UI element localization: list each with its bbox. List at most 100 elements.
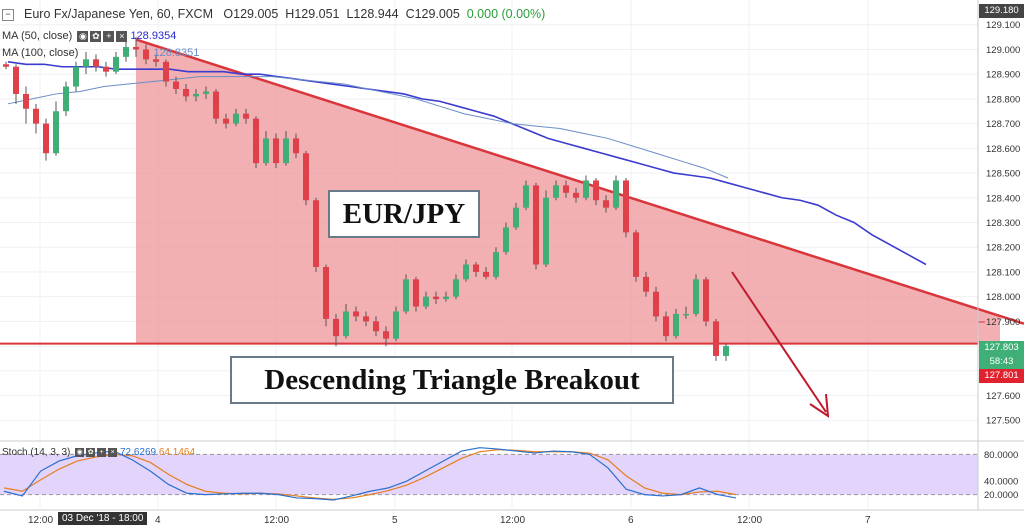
ma50-line	[7, 61, 927, 266]
candle	[463, 259, 469, 282]
time-tick-label: 5	[392, 515, 398, 526]
candle	[343, 304, 349, 339]
candle-body	[693, 279, 699, 314]
breakout-arrow-head	[809, 393, 830, 418]
current-price-label: 127.803	[979, 341, 1024, 355]
candle-body	[593, 180, 599, 201]
candle	[153, 54, 159, 67]
moving-averages	[7, 61, 927, 266]
candle-body	[533, 185, 539, 265]
candle-body	[123, 46, 129, 57]
candle-body	[623, 180, 629, 233]
time-tick-label: 12:00	[28, 515, 53, 526]
candle	[233, 108, 239, 127]
time-tick-label: 12:00	[737, 515, 762, 526]
stoch-band	[0, 454, 978, 495]
candle	[53, 101, 59, 156]
candle-body	[113, 56, 119, 72]
price-tick-label: 128.400	[986, 193, 1020, 204]
candle	[423, 291, 429, 309]
gear-icon[interactable]: ✿	[86, 447, 96, 457]
candle	[413, 276, 419, 312]
candle-body	[173, 81, 179, 89]
candle-body	[503, 227, 509, 253]
candle	[83, 51, 89, 75]
candle	[453, 274, 459, 300]
pair-label-box: EUR/JPY	[328, 190, 480, 238]
candle-body	[33, 108, 39, 124]
time-crosshair-label: 03 Dec '18 - 18:00	[58, 512, 148, 525]
candle	[363, 311, 369, 327]
plus-icon[interactable]: +	[97, 447, 107, 457]
candle	[123, 39, 129, 62]
gear-icon[interactable]: ✿	[90, 30, 102, 42]
price-tick-label: 128.800	[986, 94, 1020, 105]
high-value: H129.051	[285, 7, 340, 21]
open-value: O129.005	[223, 7, 279, 21]
candle-body	[513, 207, 519, 228]
price-tick-label: 129.100	[986, 20, 1020, 31]
candle	[193, 88, 199, 102]
time-axis: 12:00 4 12:00 5 12:00 6 12:00 7	[0, 509, 1024, 526]
candle	[633, 229, 639, 282]
candle-body	[203, 91, 209, 94]
candle-body	[53, 111, 59, 154]
candle-body	[543, 197, 549, 265]
candle-body	[723, 346, 729, 356]
candle-body	[523, 185, 529, 208]
triangle-upper-line	[135, 38, 1024, 325]
stoch-legend: Stoch (14, 3, 3) ◉ ✿ + × 72.6269 64.1464	[2, 447, 195, 458]
plus-icon[interactable]: +	[103, 30, 115, 42]
eye-icon[interactable]: ◉	[77, 30, 89, 42]
candle-body	[663, 316, 669, 337]
time-tick-label: 12:00	[264, 515, 289, 526]
candle-body	[573, 192, 579, 198]
candle	[273, 133, 279, 169]
candle	[383, 326, 389, 347]
candle-body	[233, 113, 239, 124]
candle	[573, 187, 579, 203]
symbol-header: − Euro Fx/Japanese Yen, 60, FXCM O129.005…	[2, 7, 545, 25]
price-tick-label: 128.100	[986, 267, 1020, 278]
price-axis: 129.100 129.000 128.900 128.800 128.700 128.6…	[977, 0, 1020, 510]
close-icon[interactable]: ×	[116, 30, 128, 42]
stoch-tick-label: 80.0000	[984, 450, 1018, 461]
price-tick-label: 128.700	[986, 119, 1020, 130]
candle	[113, 51, 119, 75]
candle-body	[43, 123, 49, 154]
breakout-price-label: 127.801	[979, 369, 1024, 383]
candle-body	[473, 264, 479, 272]
stoch-tick-label: 20.0000	[984, 490, 1018, 501]
candle-body	[683, 313, 689, 316]
top-price-label: 129.180	[979, 4, 1024, 18]
candle	[563, 180, 569, 198]
candle	[483, 266, 489, 280]
candle-body	[143, 49, 149, 60]
candle	[523, 180, 529, 211]
candle-body	[333, 318, 339, 337]
candle-body	[153, 59, 159, 62]
candle	[243, 108, 249, 124]
candle	[3, 61, 9, 70]
candle	[353, 306, 359, 322]
candle	[703, 276, 709, 327]
eye-icon[interactable]: ◉	[75, 447, 85, 457]
candles	[3, 37, 729, 361]
candle	[403, 274, 409, 314]
candle-body	[23, 93, 29, 109]
stoch-label: Stoch (14, 3, 3)	[2, 447, 71, 458]
collapse-icon[interactable]: −	[2, 8, 14, 21]
candle-body	[403, 279, 409, 312]
candle	[333, 313, 339, 347]
candle-body	[63, 86, 69, 112]
candle-body	[13, 66, 19, 94]
candle	[723, 343, 729, 361]
close-icon[interactable]: ×	[108, 447, 118, 457]
candle-body	[183, 88, 189, 97]
candle-body	[213, 91, 219, 119]
candle-body	[193, 93, 199, 97]
candle-body	[393, 311, 399, 339]
ma100-line	[7, 76, 729, 179]
candle	[263, 131, 269, 166]
